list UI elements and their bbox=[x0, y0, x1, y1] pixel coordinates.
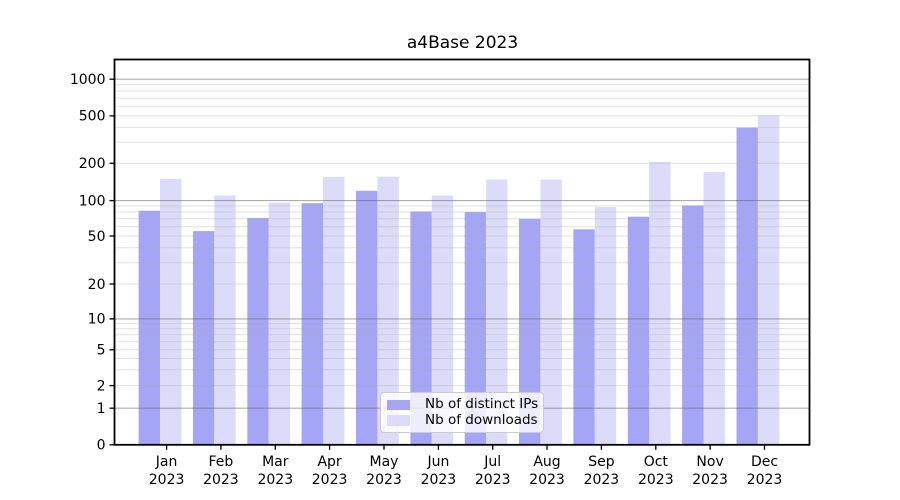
y-tick-label: 50 bbox=[88, 229, 106, 245]
bar-nb-of-downloads-oct bbox=[649, 162, 671, 445]
bar-nb-of-downloads-may bbox=[377, 176, 399, 445]
bar-nb-of-distinct-ips-oct bbox=[627, 216, 650, 445]
x-tick-label-month: Dec bbox=[751, 454, 778, 470]
legend: Nb of distinct IPs Nb of downloads bbox=[380, 392, 544, 433]
bar-nb-of-distinct-ips-jan bbox=[138, 210, 160, 445]
bar-nb-of-distinct-ips-apr bbox=[301, 203, 323, 445]
bar-nb-of-distinct-ips-jul bbox=[464, 212, 487, 445]
x-tick-label-year: 2023 bbox=[529, 472, 565, 488]
x-tick-label-month: Sep bbox=[588, 454, 615, 470]
legend-label-distinct-ips: Nb of distinct IPs bbox=[425, 396, 539, 413]
bar-nb-of-downloads-mar bbox=[268, 202, 291, 445]
bar-nb-of-downloads-aug bbox=[540, 179, 562, 445]
x-tick-label-year: 2023 bbox=[747, 472, 783, 488]
x-tick-label-year: 2023 bbox=[584, 472, 620, 488]
bar-nb-of-distinct-ips-feb bbox=[192, 231, 215, 445]
y-tick-label: 10 bbox=[88, 312, 106, 328]
x-tick-label-month: Apr bbox=[317, 454, 341, 470]
x-tick-label-month: Jul bbox=[483, 454, 501, 470]
y-tick-label: 20 bbox=[88, 277, 106, 293]
x-tick-label-month: Oct bbox=[644, 454, 669, 470]
y-tick-label: 0 bbox=[97, 438, 106, 454]
x-tick-label-month: May bbox=[370, 454, 399, 470]
bar-nb-of-downloads-apr bbox=[323, 177, 345, 445]
bar-nb-of-downloads-jan bbox=[160, 178, 182, 445]
x-tick-label-year: 2023 bbox=[257, 472, 293, 488]
x-tick-label-month: Jun bbox=[426, 454, 449, 470]
legend-item-downloads: Nb of downloads bbox=[387, 411, 538, 428]
bar-nb-of-distinct-ips-mar bbox=[247, 218, 269, 445]
bar-nb-of-downloads-nov bbox=[703, 172, 725, 445]
bar-nb-of-downloads-jun bbox=[431, 195, 454, 445]
legend-label-downloads: Nb of downloads bbox=[425, 411, 538, 428]
y-tick-label: 500 bbox=[79, 109, 106, 125]
x-tick-label-month: Aug bbox=[533, 454, 560, 470]
bar-nb-of-downloads-dec bbox=[757, 115, 780, 445]
bar-nb-of-distinct-ips-sep bbox=[573, 229, 595, 445]
x-tick-label-year: 2023 bbox=[475, 472, 511, 488]
chart-title: a4Base 2023 bbox=[406, 33, 519, 53]
x-tick-label-year: 2023 bbox=[366, 472, 402, 488]
y-tick-label: 100 bbox=[79, 193, 106, 209]
bar-nb-of-downloads-sep bbox=[594, 207, 617, 445]
x-tick-label-month: Nov bbox=[696, 454, 723, 470]
x-tick-label-year: 2023 bbox=[692, 472, 728, 488]
x-tick-label-month: Jan bbox=[155, 454, 178, 470]
x-tick-label-month: Feb bbox=[209, 454, 234, 470]
bar-nb-of-downloads-feb bbox=[214, 195, 236, 445]
bar-nb-of-distinct-ips-jun bbox=[410, 211, 432, 445]
bar-nb-of-distinct-ips-nov bbox=[682, 205, 704, 445]
y-tick-label: 2 bbox=[97, 378, 106, 394]
legend-item-distinct-ips: Nb of distinct IPs bbox=[387, 396, 539, 413]
y-tick-label: 5 bbox=[97, 343, 106, 359]
x-tick-label-year: 2023 bbox=[149, 472, 185, 488]
bar-nb-of-distinct-ips-may bbox=[356, 190, 378, 445]
x-tick-label-year: 2023 bbox=[312, 472, 348, 488]
x-tick-label-month: Mar bbox=[262, 454, 289, 470]
bar-nb-of-distinct-ips-dec bbox=[736, 127, 758, 445]
y-tick-label: 1000 bbox=[70, 72, 106, 88]
bar-nb-of-distinct-ips-aug bbox=[519, 218, 541, 445]
bar-nb-of-downloads-jul bbox=[486, 179, 508, 445]
y-tick-label: 1 bbox=[97, 401, 106, 417]
legend-swatch-downloads bbox=[387, 415, 410, 426]
y-tick-label: 200 bbox=[79, 156, 106, 172]
x-tick-label-year: 2023 bbox=[203, 472, 239, 488]
x-tick-label-year: 2023 bbox=[638, 472, 674, 488]
plot-border bbox=[113, 58, 811, 446]
x-tick-label-year: 2023 bbox=[421, 472, 457, 488]
legend-swatch-distinct-ips bbox=[387, 399, 410, 410]
